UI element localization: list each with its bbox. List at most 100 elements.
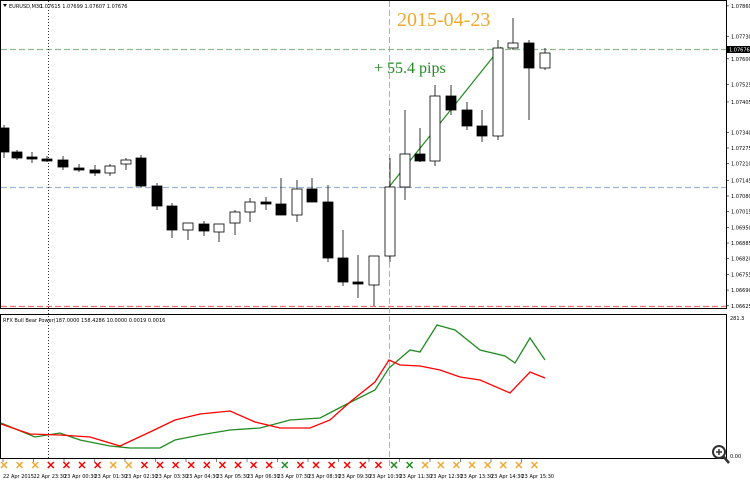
main-chart-border <box>0 0 727 309</box>
signal-sell-icon <box>265 461 273 469</box>
signal-sell-icon <box>140 461 148 469</box>
bearish-candle <box>26 156 38 160</box>
signal-sell-icon <box>47 461 55 469</box>
bearish-candle <box>445 95 457 111</box>
bearish-candle <box>166 205 178 231</box>
signal-buy-icon <box>16 461 24 469</box>
signal-buy-icon <box>109 461 117 469</box>
signal-sell-icon <box>156 461 164 469</box>
time-tick-label: 23 Apr 03:30 <box>156 474 189 480</box>
time-tick-label: 23 Apr 11:30 <box>400 474 433 480</box>
bearish-candle <box>337 257 349 283</box>
time-tick-label: 23 Apr 04:30 <box>186 474 219 480</box>
indicator-top-value: 281.3 <box>730 316 744 322</box>
time-tick-label: 23 Apr 13:30 <box>461 474 494 480</box>
bearish-candle <box>151 185 163 207</box>
bearish-candle <box>523 42 535 69</box>
price-tick-label: 1.07275 <box>731 146 750 152</box>
zoom-magnifier-icon[interactable] <box>712 445 730 464</box>
signal-buy-icon <box>468 461 476 469</box>
ohlc-values: 1.07615 1.07699 1.07607 1.07676 <box>40 4 127 10</box>
price-tick-label: 1.07015 <box>731 210 750 216</box>
indicator-panel-border <box>0 314 727 459</box>
bearish-candle <box>89 169 101 174</box>
time-tick-label: 22 Apr 23:30 <box>34 474 67 480</box>
signal-buy-icon <box>484 461 492 469</box>
signal-sell-icon <box>203 461 211 469</box>
indicator-bottom-value: 0.00 <box>730 454 741 460</box>
bullish-candle <box>399 153 411 188</box>
time-tick-label: 23 Apr 05:30 <box>217 474 250 480</box>
signal-sell-icon <box>359 461 367 469</box>
price-tick-label: 1.07080 <box>731 194 750 200</box>
bullish-candle <box>244 201 256 213</box>
signal-sell-icon <box>62 461 70 469</box>
price-tick-label: 1.07210 <box>731 162 750 168</box>
time-tick-label: 23 Apr 07:30 <box>278 474 311 480</box>
bullish-candle <box>492 47 504 137</box>
bullish-candle <box>120 159 132 165</box>
bearish-candle <box>275 203 287 216</box>
bullish-candle <box>291 188 303 216</box>
signal-sell-icon <box>296 461 304 469</box>
bearish-candle <box>260 201 272 205</box>
time-tick-label: 23 Apr 15:30 <box>522 474 555 480</box>
time-tick-label: 23 Apr 14:30 <box>491 474 524 480</box>
price-tick-label: 1.07600 <box>731 57 750 63</box>
time-tick-label: 23 Apr 01:30 <box>95 474 128 480</box>
bearish-candle <box>414 153 426 162</box>
bearish-candle <box>198 223 210 232</box>
signal-buy-icon <box>437 461 445 469</box>
time-tick-label: 23 Apr 06:30 <box>247 474 280 480</box>
chart-header: EURUSD,M30 1.07615 1.07699 1.07607 1.076… <box>3 4 127 10</box>
bullish-candle <box>182 222 194 231</box>
bull-power-line <box>0 324 546 449</box>
indicator-header: RFX Bull Bear Power(187.0000 158.4286 10… <box>3 318 165 324</box>
price-tick-label: 1.06885 <box>731 241 750 247</box>
signal-sell-icon <box>234 461 242 469</box>
price-tick-label: 1.06690 <box>731 288 750 294</box>
signal-buy-icon <box>281 461 289 469</box>
signal-buy-icon <box>530 461 538 469</box>
signal-sell-icon <box>250 461 258 469</box>
time-tick-label: 23 Apr 02:30 <box>125 474 158 480</box>
signal-buy-icon <box>31 461 39 469</box>
time-tick-label: 23 Apr 12:30 <box>430 474 463 480</box>
candlestick-series <box>0 18 551 306</box>
bullish-candle <box>229 211 241 224</box>
signal-sell-icon <box>78 461 86 469</box>
signal-buy-icon <box>390 461 398 469</box>
symbol-label: EURUSD,M30 <box>9 4 42 10</box>
price-tick-label: 1.07730 <box>731 34 750 40</box>
bear-power-line <box>0 359 546 447</box>
bearish-candle <box>306 188 318 203</box>
signal-sell-icon <box>374 461 382 469</box>
signal-sell-icon <box>328 461 336 469</box>
price-tick-label: 1.06820 <box>731 257 750 263</box>
price-tick-label: 1.07525 <box>731 82 750 88</box>
price-tick-label: 1.07405 <box>731 100 750 106</box>
signal-buy-icon <box>125 461 133 469</box>
current-price-marker: 1.07676 <box>727 46 750 54</box>
signal-sell-icon <box>187 461 195 469</box>
signal-buy-icon <box>0 461 8 469</box>
bullish-candle <box>213 223 225 233</box>
bearish-candle <box>476 125 488 137</box>
bullish-candle <box>507 42 519 49</box>
time-tick-label: 23 Apr 00:30 <box>64 474 97 480</box>
signal-buy-icon <box>452 461 460 469</box>
bearish-candle <box>352 281 364 285</box>
price-axis: 1.07860 1.07730 1.07600 1.07525 1.07405 1.073… <box>726 4 750 310</box>
bearish-candle <box>73 167 85 171</box>
date-annotation: 2015-04-23 <box>397 9 490 31</box>
bearish-candle <box>41 158 53 162</box>
signal-buy-icon <box>421 461 429 469</box>
bullish-candle <box>104 165 116 174</box>
price-tick-label: 1.07860 <box>731 4 750 10</box>
dropdown-triangle-icon[interactable] <box>3 4 7 7</box>
signal-sell-icon <box>94 461 102 469</box>
bullish-candle <box>368 255 380 286</box>
pips-annotation: + 55.4 pips <box>374 60 446 77</box>
